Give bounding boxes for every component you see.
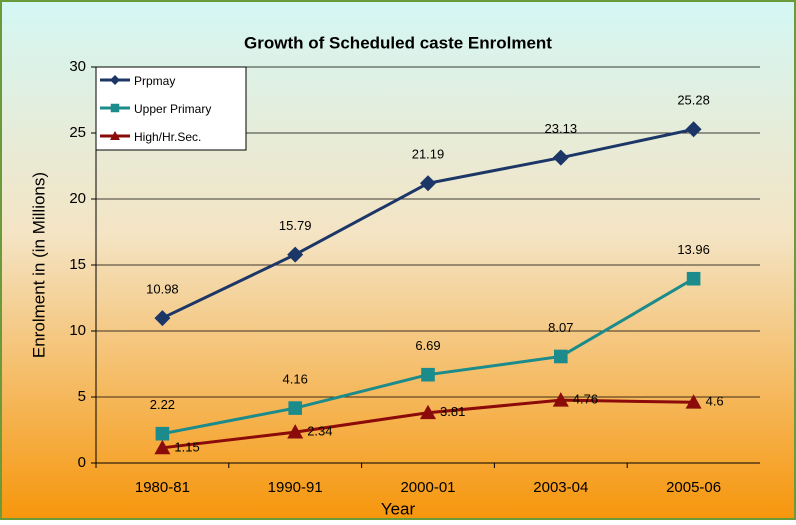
data-label: 3.81 (440, 404, 465, 419)
data-label: 1.15 (174, 439, 199, 454)
data-label: 4.16 (283, 372, 308, 387)
y-tick-label: 15 (69, 256, 86, 273)
y-tick-label: 20 (69, 190, 86, 207)
data-label: 21.19 (412, 147, 445, 162)
legend-label: High/Hr.Sec. (134, 130, 201, 144)
marker (685, 121, 702, 138)
data-label: 15.79 (279, 218, 312, 233)
marker (554, 349, 568, 364)
marker (154, 310, 171, 327)
y-axis-label: Enrolment in (in Millions) (29, 172, 48, 358)
data-label: 13.96 (677, 242, 710, 257)
y-tick-label: 10 (69, 322, 86, 339)
data-label: 4.6 (706, 394, 724, 409)
marker (420, 404, 436, 420)
data-label: 2.22 (150, 397, 175, 412)
marker (552, 392, 569, 407)
marker (154, 439, 171, 455)
data-label: 10.98 (146, 282, 179, 297)
chart-title: Growth of Scheduled caste Enrolment (244, 33, 552, 52)
marker (287, 246, 304, 263)
legend-label: Upper Primary (134, 102, 211, 116)
marker (421, 367, 435, 382)
y-tick-label: 25 (69, 124, 86, 141)
data-label: 6.69 (415, 338, 440, 353)
data-label: 8.07 (548, 320, 573, 335)
marker (110, 131, 120, 140)
data-label: 23.13 (545, 121, 578, 136)
y-tick-label: 0 (78, 454, 86, 471)
legend-label: Prpmay (134, 74, 175, 88)
marker (288, 401, 302, 415)
marker (287, 424, 304, 439)
marker (110, 103, 120, 113)
marker (685, 394, 702, 409)
x-tick-label: 2000-01 (400, 479, 455, 496)
x-tick-label: 1980-81 (135, 479, 190, 496)
marker (552, 149, 569, 166)
data-label: 2.34 (307, 424, 332, 439)
marker (686, 271, 701, 286)
marker (420, 175, 436, 192)
data-label: 4.76 (573, 392, 598, 407)
marker (110, 75, 120, 85)
y-tick-label: 5 (78, 388, 86, 405)
x-tick-label: 2003-04 (533, 479, 588, 496)
data-label: 25.28 (677, 93, 710, 108)
x-tick-label: 1990-91 (268, 479, 323, 496)
y-tick-label: 30 (69, 58, 86, 75)
marker (155, 426, 170, 441)
x-axis-label: Year (381, 499, 416, 518)
x-tick-label: 2005-06 (666, 479, 721, 496)
